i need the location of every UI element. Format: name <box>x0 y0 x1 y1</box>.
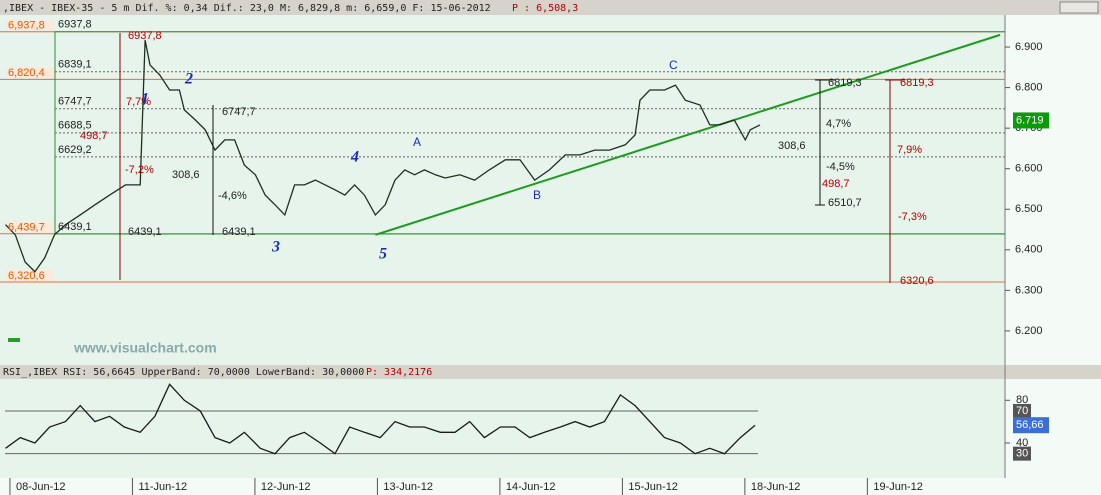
wave-label: 2 <box>184 71 193 88</box>
x-tick-label: 14-Jun-12 <box>506 481 556 493</box>
annotation: 7,7% <box>126 96 151 108</box>
legend-icon <box>8 338 20 342</box>
level-label-bg <box>6 67 54 79</box>
level-label-bg <box>6 19 54 31</box>
wave-label: 3 <box>271 239 280 256</box>
annotation: 6937,8 <box>128 30 162 42</box>
y-tick-label: 80 <box>1016 394 1028 406</box>
level-label: 6,937,8 <box>8 20 45 32</box>
annotation: -4,5% <box>826 161 855 173</box>
annotation: 4,7% <box>826 118 851 130</box>
wave-label: 4 <box>350 149 359 166</box>
annotation: 6819,3 <box>828 77 862 89</box>
rsi-header-bar <box>0 365 1101 379</box>
last-value-label: 6.719 <box>1016 114 1044 126</box>
rsi-line <box>5 383 756 455</box>
annotation: 308,6 <box>172 169 200 181</box>
fib-label: 6937,8 <box>58 19 92 31</box>
header-text: ,IBEX - IBEX-35 - 5 m Dif. %: 0,34 Dif.:… <box>3 3 491 14</box>
rsi-title: RSI_,IBEX RSI: 56,6645 UpperBand: 70,000… <box>3 367 364 378</box>
annotation: 6320,6 <box>900 275 934 287</box>
x-tick-label: 11-Jun-12 <box>138 481 187 493</box>
fib-label: 6839,1 <box>58 59 92 71</box>
annotation: 308,6 <box>778 140 806 152</box>
annotation: 6510,7 <box>828 197 862 209</box>
band-label: 70 <box>1016 405 1028 417</box>
window-controls[interactable] <box>1059 1 1099 14</box>
annotation: -7,3% <box>898 211 927 223</box>
x-tick-label: 13-Jun-12 <box>383 481 433 493</box>
plot-layer <box>0 19 1010 455</box>
abc-label: B <box>533 188 541 202</box>
band-label: 30 <box>1016 448 1028 460</box>
header-bar <box>0 0 1101 15</box>
last-value-box <box>1013 417 1049 434</box>
y-tick-label: 6.600 <box>1015 163 1043 175</box>
wave-label: 5 <box>379 246 387 263</box>
last-value-label: 56,66 <box>1016 419 1044 431</box>
annotation: -4,6% <box>218 190 247 202</box>
price-line <box>5 39 761 273</box>
annotation: 7,9% <box>897 144 922 156</box>
abc-label: A <box>413 135 421 149</box>
level-label-bg <box>6 270 54 282</box>
fib-label: 6747,7 <box>58 96 92 108</box>
annotation: -7,2% <box>125 164 154 176</box>
y-tick-label: 6.800 <box>1015 82 1043 94</box>
annotation: 498,7 <box>80 130 108 142</box>
y-tick-label: 6.300 <box>1015 284 1043 296</box>
level-label: 6,820,4 <box>8 67 45 79</box>
y-tick-label: 6.900 <box>1015 41 1043 53</box>
abc-label: C <box>669 58 678 72</box>
level-label: 6,439,7 <box>8 222 45 234</box>
x-tick-label: 19-Jun-12 <box>873 481 923 493</box>
fib-label: 6439,1 <box>58 221 92 233</box>
level-label-bg <box>6 221 54 233</box>
annotation: 6439,1 <box>222 226 256 238</box>
trendline <box>375 33 1001 236</box>
fib-label: 6688,5 <box>58 120 92 132</box>
rsi-title-price: P: 334,2176 <box>366 367 432 378</box>
x-tick-label: 12-Jun-12 <box>261 481 311 493</box>
time-axis <box>0 478 1101 495</box>
band-box <box>1013 446 1031 461</box>
annotation: 6439,1 <box>128 226 162 238</box>
measure-arrows <box>119 33 905 283</box>
x-tick-label: 18-Jun-12 <box>751 481 801 493</box>
header-price: P : 6,508,3 <box>512 3 578 14</box>
annotation: 6747,7 <box>222 106 256 118</box>
watermark: www.visualchart.com <box>73 340 217 356</box>
annotation: 498,7 <box>822 178 850 190</box>
y-tick-label: 6.400 <box>1015 244 1043 256</box>
main-plot <box>0 15 1005 365</box>
y-tick-label: 40 <box>1016 437 1028 449</box>
band-box <box>1013 403 1031 418</box>
fib-label: 6629,2 <box>58 144 92 156</box>
annotation: 6819,3 <box>900 77 934 89</box>
price-axis <box>1005 15 1101 365</box>
x-tick-label: 15-Jun-12 <box>628 481 678 493</box>
y-tick-label: 6.200 <box>1015 325 1043 337</box>
rsi-plot <box>0 379 1005 478</box>
level-label: 6,320,6 <box>8 270 45 282</box>
x-tick-label: 08-Jun-12 <box>16 481 66 493</box>
wave-label: 1 <box>141 91 149 108</box>
last-value-box <box>1013 112 1049 129</box>
y-tick-label: 6.500 <box>1015 203 1043 215</box>
